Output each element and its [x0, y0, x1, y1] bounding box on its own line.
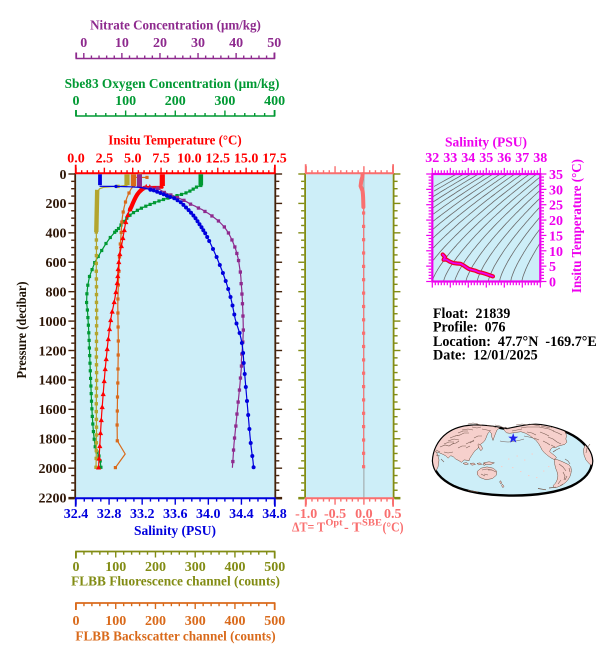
svg-text:Date: 12/01/2025: Date: 12/01/2025 [433, 348, 538, 364]
svg-text:400: 400 [225, 560, 246, 575]
svg-text:- T: - T [344, 520, 362, 535]
svg-text:1600: 1600 [39, 403, 67, 418]
svg-text:32: 32 [425, 151, 439, 166]
svg-text:38: 38 [533, 151, 547, 166]
svg-text:37: 37 [515, 151, 529, 166]
svg-text:20: 20 [153, 36, 167, 51]
svg-text:33.6: 33.6 [163, 507, 188, 522]
svg-text:7.5: 7.5 [152, 152, 170, 167]
svg-text:0.0: 0.0 [67, 152, 85, 167]
svg-text:33.2: 33.2 [130, 507, 155, 522]
svg-text:1200: 1200 [39, 344, 67, 359]
svg-text:1800: 1800 [39, 433, 67, 448]
svg-text:20: 20 [549, 214, 563, 229]
svg-text:200: 200 [46, 197, 67, 212]
svg-text:33: 33 [443, 151, 457, 166]
svg-text:5.0: 5.0 [124, 152, 142, 167]
svg-text:0.0: 0.0 [355, 507, 373, 522]
svg-text:500: 500 [264, 560, 285, 575]
svg-text:10: 10 [115, 36, 129, 51]
svg-text:Location: 47.7°N -169.7°E: Location: 47.7°N -169.7°E [433, 334, 597, 350]
svg-text:1000: 1000 [39, 315, 67, 330]
svg-text:FLBB Fluorescence channel (cou: FLBB Fluorescence channel (counts) [71, 575, 280, 590]
svg-text:32.4: 32.4 [64, 507, 89, 522]
svg-text:34: 34 [461, 151, 475, 166]
svg-text:-1.0: -1.0 [295, 507, 317, 522]
svg-text:200: 200 [145, 560, 166, 575]
svg-text:100: 100 [105, 614, 126, 629]
svg-text:Float: 21839: Float: 21839 [433, 306, 510, 322]
svg-text:300: 300 [185, 560, 206, 575]
svg-text:10.0: 10.0 [177, 152, 202, 167]
svg-text:1400: 1400 [39, 374, 67, 389]
svg-text:0: 0 [549, 276, 556, 291]
svg-text:600: 600 [46, 256, 67, 271]
svg-text:30: 30 [191, 36, 205, 51]
svg-text:100: 100 [105, 560, 126, 575]
svg-text:800: 800 [46, 286, 67, 301]
svg-text:Salinity (PSU): Salinity (PSU) [445, 136, 527, 151]
svg-text:400: 400 [46, 227, 67, 242]
svg-text:50: 50 [267, 36, 281, 51]
svg-text:Pressure (decibar): Pressure (decibar) [15, 281, 30, 378]
svg-text:300: 300 [214, 94, 235, 109]
svg-text:0.5: 0.5 [384, 507, 402, 522]
svg-text:500: 500 [264, 614, 285, 629]
svg-text:0: 0 [73, 560, 80, 575]
svg-text:34.0: 34.0 [196, 507, 221, 522]
svg-text:34.4: 34.4 [229, 507, 254, 522]
svg-text:-0.5: -0.5 [324, 507, 346, 522]
svg-text:200: 200 [145, 614, 166, 629]
svg-text:Insitu Temperature (°C): Insitu Temperature (°C) [108, 134, 242, 149]
svg-text:15.0: 15.0 [234, 152, 259, 167]
svg-text:15: 15 [549, 229, 563, 244]
svg-text:35: 35 [479, 151, 493, 166]
svg-text:0: 0 [80, 36, 87, 51]
svg-text:FLBB Backscatter channel (coun: FLBB Backscatter channel (counts) [75, 630, 276, 645]
svg-text:36: 36 [497, 151, 511, 166]
svg-text:30: 30 [549, 183, 563, 198]
svg-text:300: 300 [185, 614, 206, 629]
svg-text:40: 40 [229, 36, 243, 51]
svg-text:5: 5 [549, 260, 556, 275]
svg-text:Sbe83 Oxygen Concentration (μm: Sbe83 Oxygen Concentration (μm/kg) [65, 77, 280, 92]
svg-text:Salinity (PSU): Salinity (PSU) [134, 524, 216, 539]
svg-text:0: 0 [73, 614, 80, 629]
svg-text:2200: 2200 [39, 491, 67, 506]
svg-text:Nitrate Concentration (μm/kg): Nitrate Concentration (μm/kg) [90, 19, 261, 34]
svg-text:Profile: 076: Profile: 076 [433, 320, 506, 336]
svg-text:2000: 2000 [39, 462, 67, 477]
svg-text:0: 0 [73, 94, 80, 109]
svg-text:0: 0 [60, 168, 67, 183]
svg-text:35: 35 [549, 168, 563, 183]
svg-text:Insitu Temperature (°C): Insitu Temperature (°C) [570, 159, 585, 293]
svg-text:100: 100 [115, 94, 136, 109]
svg-text:12.5: 12.5 [206, 152, 231, 167]
svg-text:200: 200 [165, 94, 186, 109]
svg-text:34.8: 34.8 [262, 507, 287, 522]
svg-text:10: 10 [549, 245, 563, 260]
svg-text:400: 400 [264, 94, 285, 109]
svg-text:17.5: 17.5 [262, 152, 287, 167]
svg-text:Opt: Opt [326, 518, 343, 528]
svg-text:2.5: 2.5 [96, 152, 114, 167]
svg-text:32.8: 32.8 [97, 507, 122, 522]
svg-text:SBE: SBE [362, 518, 382, 528]
svg-text:400: 400 [225, 614, 246, 629]
svg-text:25: 25 [549, 199, 563, 214]
svg-text:ΔT= T: ΔT= T [292, 520, 325, 535]
svg-text:(°C): (°C) [383, 520, 404, 535]
